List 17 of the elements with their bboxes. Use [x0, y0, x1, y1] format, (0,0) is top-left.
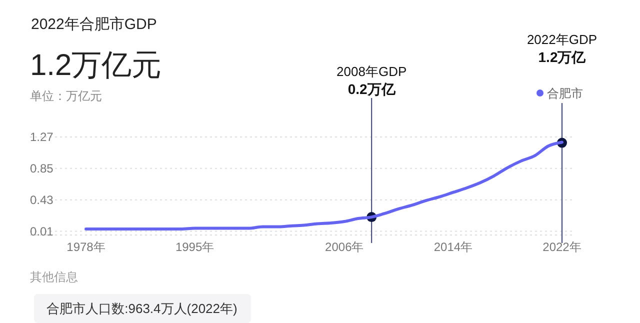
chart-title: 2022年合肥市GDP	[31, 16, 157, 33]
text: 2008年GDP 0.2万亿	[336, 64, 407, 97]
text: 2022年GDP 1.2万亿	[526, 32, 598, 65]
y-tick-label: 1.27	[30, 130, 54, 144]
y-axis-title: 单位：万亿元	[30, 89, 102, 103]
y-tick-label: 0.01	[30, 224, 54, 238]
chart-subtitle: 1.2万亿元	[30, 49, 162, 82]
x-tick-label: 1978年	[66, 240, 106, 254]
y-tick-label: 0.85	[30, 162, 54, 176]
x-tick-label: 2006年	[325, 240, 364, 254]
y-tick-label: 0.43	[30, 193, 54, 208]
x-tick-label: 2014年	[434, 240, 473, 254]
text: 其他信息	[30, 270, 78, 284]
legend-label: 合肥市	[547, 86, 583, 100]
x-tick-label: 1995年	[175, 240, 214, 254]
x-tick-label: 2022年	[542, 240, 582, 254]
text: 合肥市人口数:963.4万人(2022年)	[46, 301, 238, 316]
